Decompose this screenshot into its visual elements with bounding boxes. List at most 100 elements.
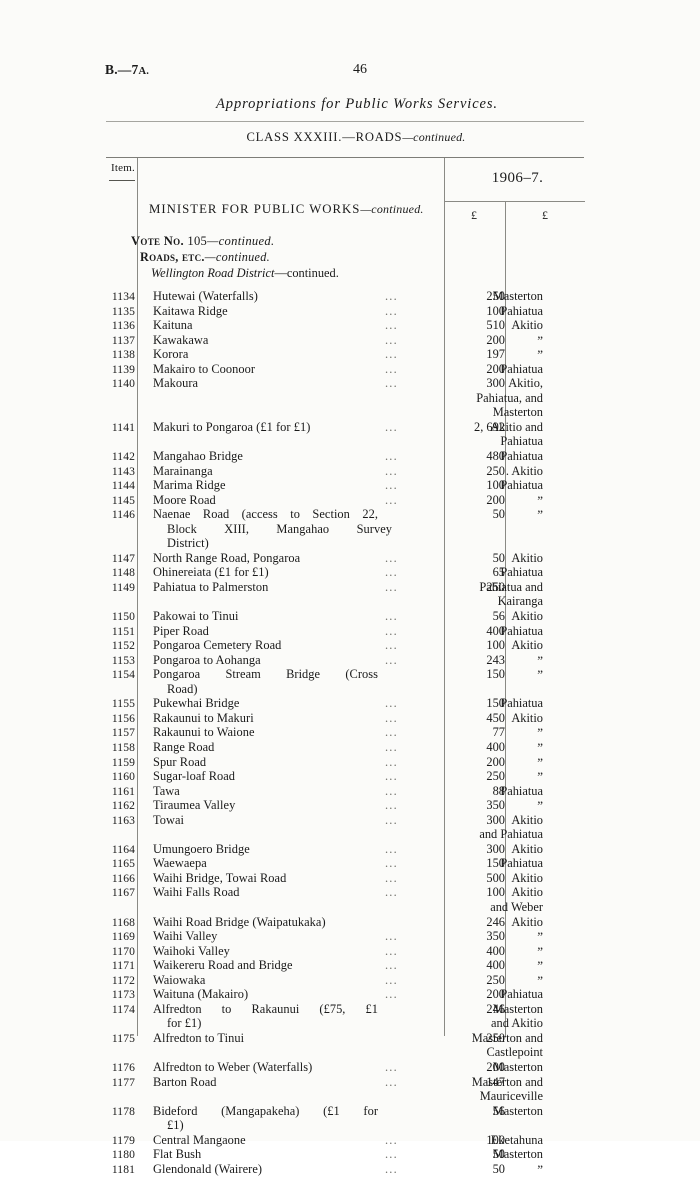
row-amount: 200: [486, 987, 505, 1002]
row-item-number: 1136: [111, 319, 135, 333]
row-amount: 250: [486, 972, 505, 987]
page-title: Appropriations for Public Works Services…: [216, 96, 498, 112]
row-description: Marima Ridge: [153, 478, 226, 493]
row-district: Pahiatua: [500, 783, 543, 798]
row-amount: 250: [486, 463, 505, 478]
row-amount: 200: [486, 492, 505, 507]
row-description: Pahiatua to Palmerston: [153, 579, 269, 594]
row-description: Pongaroa to Aohanga: [153, 652, 261, 667]
row-description: Naenae Road (access to Section 22,: [153, 507, 378, 522]
table-row: 1146 Naenae Road (access to Section 22, ” 5…: [105, 507, 585, 522]
table-row: 1155 Pukewhai Bridge... Pahiatua 150: [105, 696, 585, 711]
row-description: Pongaroa Cemetery Road: [153, 638, 282, 653]
row-item-number: 1173: [111, 988, 135, 1002]
row-item-number: 1138: [111, 348, 135, 362]
row-description: Alfredton to Rakaunui (£75, £1: [153, 1001, 378, 1016]
row-item-number: 1174: [111, 1002, 135, 1016]
table-row: 1157 Rakaunui to Waione... ” 77: [105, 725, 585, 740]
row-district: Akitio: [511, 550, 543, 565]
row-item-number: 1134: [111, 290, 135, 303]
row-description: Umungoero Bridge: [153, 841, 250, 856]
row-description: Road): [167, 681, 198, 696]
row-item-number: 1142: [111, 450, 135, 464]
row-item-number: 1176: [111, 1060, 135, 1074]
row-description: Central Mangaone: [153, 1132, 246, 1147]
row-item-number: 1179: [111, 1133, 135, 1147]
table-row: 1139 Makairo to Coonoor... Pahiatua 200: [105, 362, 585, 377]
row-district: ”: [537, 652, 543, 668]
table-row: 1169 Waihi Valley... ” 350: [105, 929, 585, 944]
vote-continued: —continued.: [207, 234, 275, 248]
row-item-number: 1170: [111, 944, 135, 958]
row-amount: 250: [486, 289, 505, 303]
table-row: 1178 Bideford (Mangapakeha) (£1 for Master…: [105, 1104, 585, 1119]
table-row: 1138 Korora... ” 197: [105, 347, 585, 362]
table-row: 1177 Barton Road... Masterton and 147: [105, 1075, 585, 1090]
row-description: Waihi Valley: [153, 929, 218, 944]
row-item-number: 1139: [111, 362, 135, 376]
leader-dots: ...: [385, 769, 398, 784]
row-description: Tiraumea Valley: [153, 798, 236, 813]
leader-dots: ...: [385, 289, 398, 303]
row-district: Castlepoint: [486, 1045, 543, 1060]
row-district: Masterton and: [471, 1030, 543, 1045]
table-row: 1158 Range Road... ” 400: [105, 740, 585, 755]
table-row: 1165 Waewaepa... Pahiatua 150: [105, 856, 585, 871]
leader-dots: ...: [385, 318, 398, 333]
row-district: Kairanga: [497, 594, 543, 609]
row-item-number: 1140: [111, 377, 135, 391]
row-district: Masterton: [492, 1103, 543, 1118]
row-district: . Akitio: [505, 463, 543, 478]
row-amount: 510: [486, 318, 505, 333]
leader-dots: ...: [385, 303, 398, 318]
row-description: Range Road: [153, 739, 215, 754]
table-body: 1134 Hutewai (Waterfalls)... Masterton 250 1…: [105, 289, 585, 1177]
row-district: ”: [537, 972, 543, 988]
row-item-number: 1157: [111, 726, 135, 740]
row-amount: 56: [492, 1103, 505, 1118]
row-item-number: 1175: [111, 1031, 135, 1045]
row-district: Masterton and: [471, 1074, 543, 1089]
row-description: Barton Road: [153, 1074, 217, 1089]
table-row: 1181 Glendonald (Wairere)...” 50: [105, 1162, 585, 1177]
row-description: Waihi Falls Road: [153, 885, 240, 900]
row-item-number: 1165: [111, 857, 135, 871]
table-row: 1167 Waihi Falls Road... Akitio 100: [105, 885, 585, 900]
row-item-number: 1163: [111, 813, 135, 827]
row-amount: 243: [486, 652, 505, 667]
row-description: Waituna (Makairo): [153, 987, 249, 1002]
leader-dots: ...: [385, 1059, 398, 1074]
row-description: Kaitawa Ridge: [153, 303, 228, 318]
row-amount: 200: [486, 754, 505, 769]
row-district: ”: [537, 725, 543, 741]
row-district: ”: [537, 347, 543, 363]
leader-dots: ...: [385, 783, 398, 798]
leader-dots: ...: [385, 1132, 398, 1147]
currency-symbol-column-2: £: [542, 208, 548, 222]
row-amount: 400: [486, 943, 505, 958]
row-item-number: 1148: [111, 566, 135, 580]
row-amount: 200: [486, 332, 505, 347]
class-heading: CLASS XXXIII.—ROADS—continued.: [0, 130, 700, 145]
row-district: ”: [537, 958, 543, 974]
row-district: Akitio: [511, 638, 543, 653]
row-item-number: 1178: [111, 1104, 135, 1118]
row-amount: 65: [492, 565, 505, 580]
leader-dots: ...: [385, 987, 398, 1002]
row-district: Masterton: [492, 1059, 543, 1074]
row-amount: 150: [486, 696, 505, 711]
leader-dots: ...: [385, 638, 398, 653]
row-amount: 100: [486, 478, 505, 493]
row-description: £1): [167, 1118, 184, 1133]
leader-dots: ...: [385, 492, 398, 507]
district-continued: —continued.: [274, 266, 339, 280]
leader-dots: ...: [385, 609, 398, 624]
row-district: Akitio,: [508, 376, 543, 391]
row-description: Kaituna: [153, 318, 193, 333]
row-item-number: 1172: [111, 973, 135, 987]
leader-dots: ...: [385, 332, 398, 347]
table-row: 1149 Pahiatua to Palmerston... Pahiatua an…: [105, 580, 585, 595]
table-row: 1159 Spur Road... ” 200: [105, 755, 585, 770]
roads-label: Roads, etc.: [140, 250, 205, 264]
row-district: Pahiatua, and: [476, 390, 543, 405]
